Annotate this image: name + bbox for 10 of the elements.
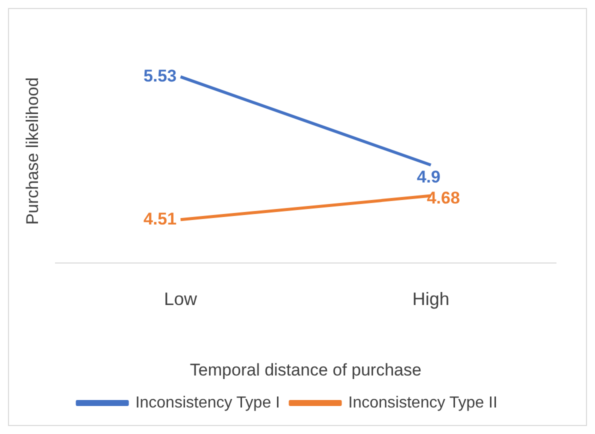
x-tick-label: High — [412, 288, 450, 309]
legend-label: Inconsistency Type II — [348, 394, 498, 412]
data-label: 4.68 — [426, 188, 460, 208]
data-label: 5.53 — [143, 66, 177, 86]
x-tick-label: Low — [164, 288, 198, 309]
y-axis-title: Purchase likelihood — [22, 77, 42, 225]
data-label: 4.51 — [143, 209, 177, 228]
x-axis-title: Temporal distance of purchase — [190, 360, 422, 380]
legend-label: Inconsistency Type I — [135, 394, 280, 412]
data-label: 4.9 — [416, 168, 440, 187]
